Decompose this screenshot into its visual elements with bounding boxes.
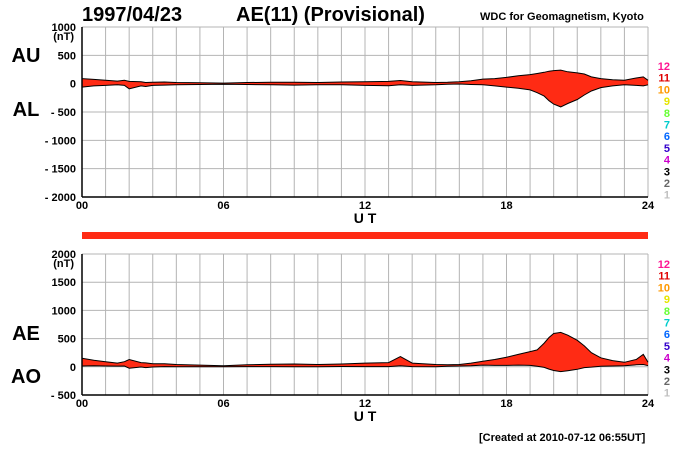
station-legend-label: 12 (658, 259, 670, 271)
y-tick-label: 500 (58, 334, 76, 346)
x-tick-label: 24 (642, 200, 655, 212)
side-label-ae: AE (12, 323, 40, 345)
y-tick-label: 0 (70, 362, 76, 374)
x-tick-label: 18 (500, 200, 512, 212)
station-legend-label: 9 (664, 294, 670, 306)
x-axis-label: U T (354, 210, 377, 226)
side-label-al: AL (13, 99, 40, 121)
station-legend-label: 4 (664, 155, 671, 167)
y-tick-label: - 500 (51, 107, 76, 119)
station-legend-label: 10 (658, 282, 670, 294)
station-legend-label: 7 (664, 120, 670, 132)
station-legend-label: 6 (664, 329, 670, 341)
x-axis-label: U T (354, 408, 377, 424)
y-tick-label: - 500 (51, 390, 76, 402)
side-label-au: AU (12, 45, 41, 67)
y-unit-label: (nT) (53, 31, 74, 43)
station-legend-label: 10 (658, 84, 670, 96)
x-tick-label: 24 (642, 398, 655, 410)
chart-date: 1997/04/23 (82, 4, 183, 26)
y-tick-label: - 1000 (45, 135, 76, 147)
x-tick-label: 12 (359, 398, 371, 410)
y-tick-label: - 2000 (45, 192, 76, 204)
x-tick-label: 06 (217, 200, 229, 212)
series-line-ae (81, 331, 649, 367)
panel-au-al: 1000 500 0 - 500 - 1000 - 1500 - 2000 (nT) 00 06 1… (12, 22, 671, 226)
station-legend-label: 8 (664, 306, 670, 318)
series-line-ao (81, 363, 649, 373)
data-source-label: WDC for Geomagnetism, Kyoto (480, 11, 644, 23)
station-legend-label: 8 (664, 108, 670, 120)
station-legend-label: 4 (664, 353, 671, 365)
x-tick-label: 00 (76, 398, 88, 410)
created-timestamp: [Created at 2010-07-12 06:55UT] (479, 432, 646, 444)
x-tick-label: 06 (217, 398, 229, 410)
station-legend-label: 2 (664, 178, 670, 190)
y-tick-label: 1000 (52, 22, 76, 34)
station-legend-label: 2 (664, 376, 670, 388)
station-legend-label: 1 (664, 190, 670, 202)
station-legend-label: 3 (664, 364, 670, 376)
station-legend-label: 11 (658, 73, 670, 85)
station-legend-label: 5 (664, 341, 670, 353)
x-tick-label: 12 (359, 200, 371, 212)
y-tick-label: 0 (70, 79, 76, 91)
station-legend-label: 9 (664, 96, 670, 108)
y-tick-label: 2000 (52, 249, 76, 261)
y-unit-label: (nT) (53, 258, 74, 270)
y-tick-label: 1500 (52, 277, 76, 289)
series-line-au (81, 69, 649, 84)
x-tick-label: 18 (500, 398, 512, 410)
envelope-fill (82, 70, 648, 107)
panel-separator-bar (82, 232, 648, 239)
station-legend-label: 7 (664, 318, 670, 330)
envelope-fill (82, 332, 648, 372)
station-legend-label: 1 (664, 388, 670, 400)
y-tick-label: 1000 (52, 305, 76, 317)
station-legend-label: 6 (664, 131, 670, 143)
side-label-ao: AO (11, 366, 41, 388)
y-tick-label: - 1500 (45, 164, 76, 176)
y-tick-label: 500 (58, 50, 76, 62)
x-tick-label: 00 (76, 200, 88, 212)
station-legend-label: 5 (664, 143, 670, 155)
chart-title: AE(11) (Provisional) (236, 4, 425, 26)
station-legend-label: 11 (658, 271, 670, 283)
station-legend-label: 3 (664, 166, 670, 178)
station-legend-label: 12 (658, 61, 670, 73)
series-line-al (81, 83, 649, 108)
